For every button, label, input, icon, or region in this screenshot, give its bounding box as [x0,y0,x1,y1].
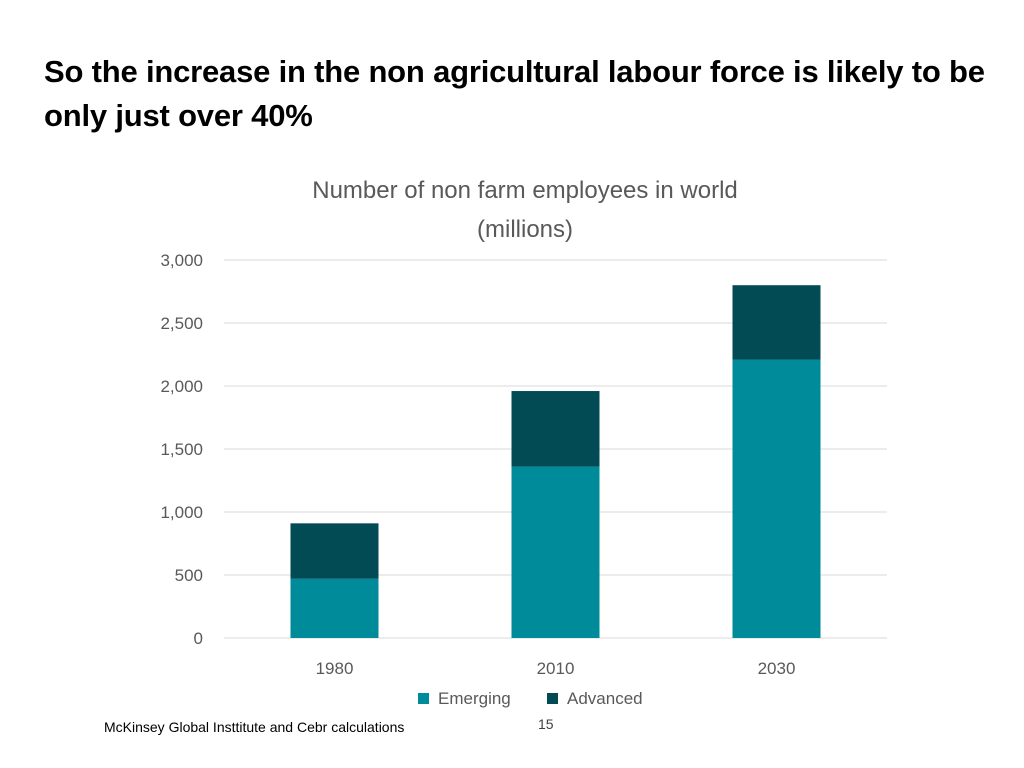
chart-title: Number of non farm employees in world [312,177,738,204]
y-tick-label: 500 [175,566,203,585]
x-tick-label: 2010 [537,659,575,678]
legend-label-advanced: Advanced [567,689,643,708]
legend-label-emerging: Emerging [438,689,511,708]
y-tick-label: 2,000 [160,377,203,396]
legend-swatch-emerging [418,693,429,704]
stacked-bar-chart: Number of non farm employees in world (mi… [160,177,887,708]
legend-swatch-advanced [547,693,558,704]
bar-emerging-1980 [290,578,379,638]
source-note: McKinsey Global Insttitute and Cebr calc… [104,719,405,735]
x-tick-label: 1980 [316,659,354,678]
bar-advanced-2030 [732,285,821,360]
y-tick-label: 1,000 [160,503,203,522]
bar-advanced-2010 [511,391,600,467]
y-tick-label: 1,500 [160,440,203,459]
chart-container: Number of non farm employees in world (mi… [0,160,1024,710]
y-tick-label: 0 [194,629,203,648]
bar-advanced-1980 [290,523,379,579]
slide-title: So the increase in the non agricultural … [44,54,985,133]
y-tick-label: 3,000 [160,251,203,270]
bar-emerging-2010 [511,466,600,638]
x-tick-label: 2030 [758,659,796,678]
page-number: 15 [538,716,554,732]
y-tick-label: 2,500 [160,314,203,333]
bar-emerging-2030 [732,359,821,638]
chart-subtitle: (millions) [477,216,573,243]
